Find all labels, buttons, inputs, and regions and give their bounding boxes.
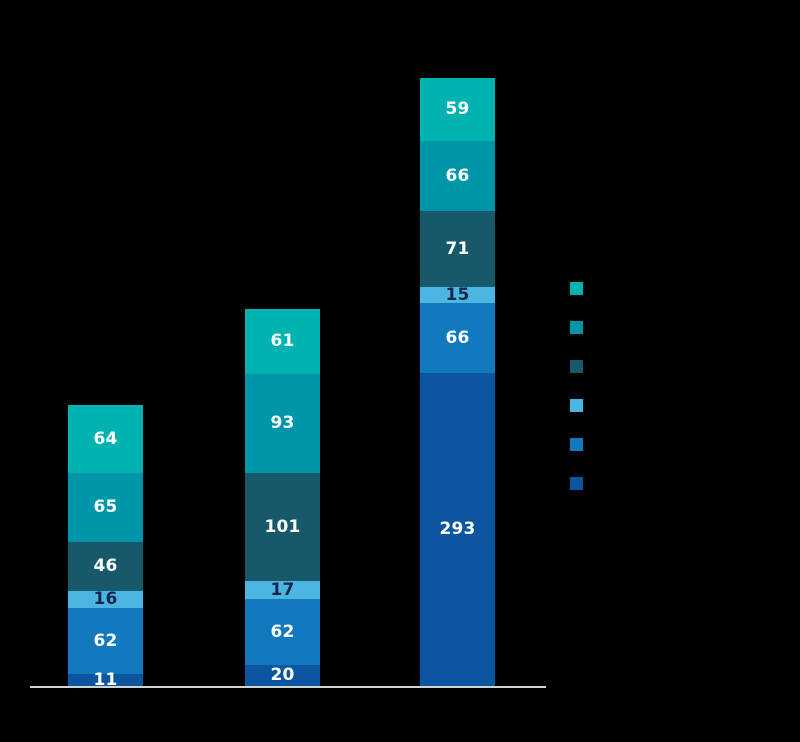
segment-value-label: 66: [445, 165, 470, 186]
bar-segment: 16: [68, 591, 143, 608]
segment-value-label: 61: [270, 331, 295, 351]
bar-3: 59 66 71 15 66 293: [420, 78, 495, 686]
segment-value-label: 93: [270, 413, 295, 433]
segment-value-label: 16: [93, 589, 118, 609]
legend-item: [570, 438, 591, 451]
segment-value-label: 65: [93, 497, 118, 517]
segment-value-label: 11: [93, 669, 118, 690]
legend-swatch-icon: [570, 438, 583, 451]
legend-item: [570, 477, 591, 490]
bar-1: 64 65 46 16 62 11: [68, 405, 143, 690]
segment-value-label: 64: [93, 428, 118, 449]
bar-segment: 93: [245, 374, 320, 473]
legend-item: [570, 282, 591, 295]
bar-segment: 17: [245, 581, 320, 599]
bar-segment: 62: [245, 599, 320, 665]
bar-segment: 65: [68, 473, 143, 542]
bar-segment: 15: [420, 284, 495, 305]
segment-value-label: 71: [445, 238, 470, 259]
bar-segment: 66: [420, 303, 495, 373]
legend-swatch-icon: [570, 477, 583, 490]
x-axis-line: [30, 686, 546, 688]
segment-value-label: 62: [93, 630, 118, 651]
bar-segment: 11: [68, 669, 143, 690]
bar-segment: 66: [420, 141, 495, 211]
bar-segment: 61: [245, 309, 320, 374]
segment-value-label: 17: [270, 579, 295, 600]
bar-segment: 20: [245, 665, 320, 686]
segment-value-label: 15: [445, 284, 470, 305]
bar-segment: 62: [68, 608, 143, 674]
legend-item: [570, 399, 591, 412]
legend: [570, 282, 591, 516]
bar-segment: 71: [420, 211, 495, 287]
segment-value-label: 293: [439, 519, 476, 539]
legend-item: [570, 360, 591, 373]
legend-swatch-icon: [570, 360, 583, 373]
segment-value-label: 46: [93, 556, 118, 576]
segment-value-label: 66: [445, 327, 470, 348]
bar-2: 61 93 101 17 62 20: [245, 309, 320, 686]
segment-value-label: 62: [270, 621, 295, 642]
segment-value-label: 59: [445, 99, 470, 119]
legend-swatch-icon: [570, 321, 583, 334]
bar-segment: 293: [420, 373, 495, 686]
bar-segment: 64: [68, 405, 143, 473]
legend-swatch-icon: [570, 282, 583, 295]
segment-value-label: 101: [264, 516, 301, 537]
bar-segment: 101: [245, 473, 320, 581]
bar-segment: 59: [420, 78, 495, 141]
legend-item: [570, 321, 591, 334]
bar-segment: 46: [68, 542, 143, 591]
segment-value-label: 20: [270, 665, 295, 685]
legend-swatch-icon: [570, 399, 583, 412]
